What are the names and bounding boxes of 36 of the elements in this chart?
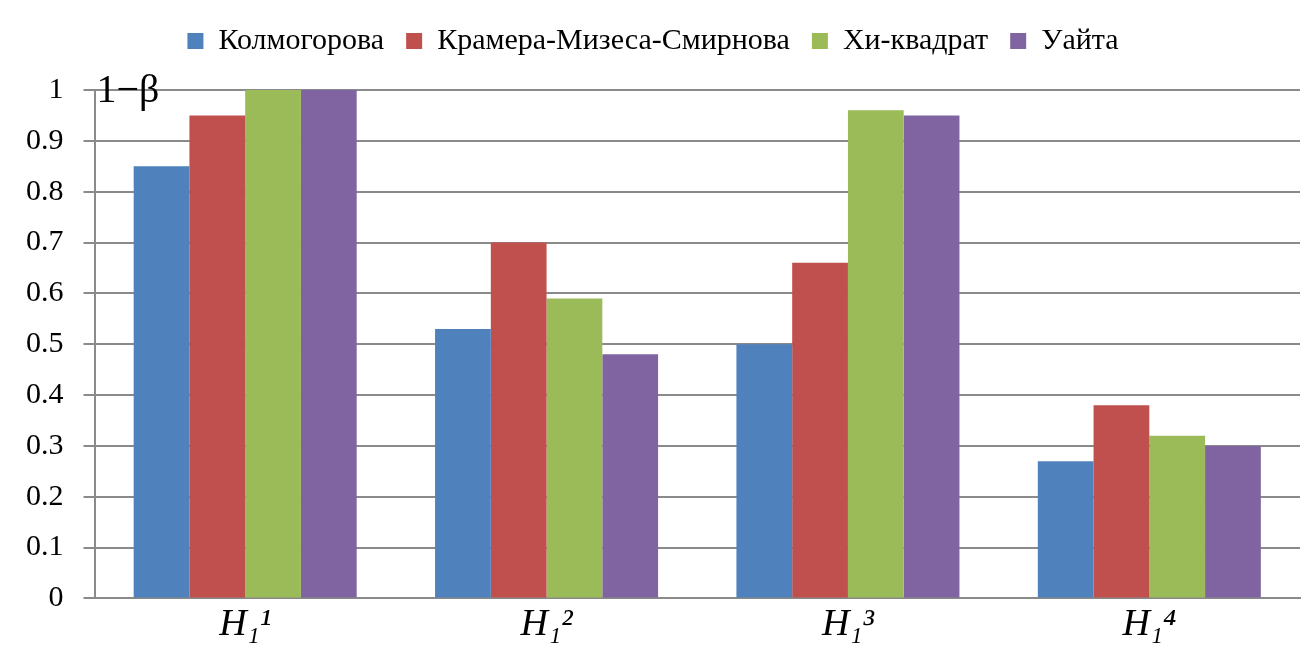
bar: [602, 354, 659, 598]
y-tick-label: 0.8: [26, 172, 64, 206]
bar: [546, 298, 603, 598]
legend-label: Хи-квадрат: [842, 21, 989, 55]
y-axis-title: 1−β: [96, 66, 160, 111]
bar: [792, 262, 848, 598]
bar: [847, 110, 904, 598]
y-tick-label: 0.4: [26, 375, 64, 409]
bar: [1037, 461, 1094, 598]
x-tick-label: H₁¹: [218, 601, 272, 644]
y-tick-label: 0.7: [26, 223, 64, 257]
bar: [300, 90, 357, 598]
bar: [1149, 435, 1206, 598]
bar: [189, 115, 246, 598]
y-tick-label: 1: [48, 70, 64, 104]
bar: [245, 90, 301, 598]
y-tick-label: 0.6: [26, 274, 64, 308]
bar: [903, 115, 960, 598]
legend-label: Колмогорова: [218, 21, 385, 55]
bar: [490, 242, 547, 598]
bar: [736, 344, 793, 598]
y-tick-label: 0.9: [26, 121, 64, 155]
bar: [1205, 445, 1261, 598]
y-tick-label: 0.1: [26, 528, 64, 562]
legend-label: Уайта: [1041, 21, 1119, 55]
y-tick-label: 0.2: [26, 477, 64, 511]
y-tick-label: 0: [48, 579, 64, 613]
bar: [1093, 405, 1150, 598]
bar: [435, 328, 491, 598]
y-tick-label: 0.3: [26, 426, 64, 460]
bar: [133, 166, 190, 598]
x-tick-label: H₁²: [519, 601, 574, 644]
y-tick-label: 0.5: [26, 325, 64, 359]
x-tick-label: H₁³: [820, 601, 875, 644]
legend-label: Крамера-Мизеса-Смирнова: [437, 21, 790, 55]
x-tick-label: H₁⁴: [1121, 601, 1177, 644]
